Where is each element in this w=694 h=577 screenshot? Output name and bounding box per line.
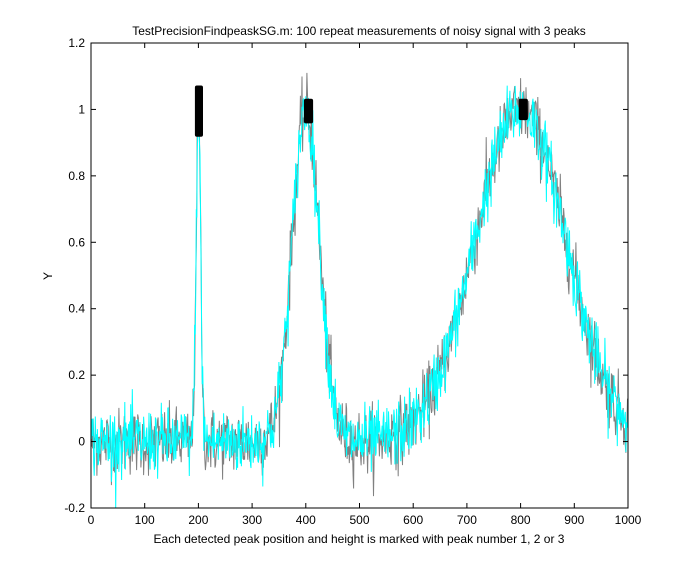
- peak-marker-label-2: 2: [305, 104, 312, 118]
- y-tick-label: 0.8: [68, 169, 85, 183]
- y-tick-label: 0: [78, 435, 85, 449]
- plot-lines: [91, 72, 629, 509]
- y-tick-label: 0.4: [68, 302, 85, 316]
- x-tick-label: 900: [564, 513, 584, 527]
- peak-marker-cluster-1: [194, 85, 203, 137]
- x-tick-label: 500: [349, 513, 369, 527]
- x-tick-label: 200: [188, 513, 208, 527]
- y-axis-label: Y: [41, 272, 55, 280]
- x-tick-label: 600: [403, 513, 423, 527]
- y-tick-label: -0.2: [64, 501, 85, 515]
- x-tick-label: 1000: [615, 513, 642, 527]
- peak-marker-cluster-3: [518, 98, 528, 121]
- peak-marker-cluster-2: [303, 98, 314, 124]
- x-tick-label: 300: [242, 513, 262, 527]
- x-tick-label: 400: [296, 513, 316, 527]
- y-tick-label: 0.2: [68, 368, 85, 382]
- x-tick-label: 800: [511, 513, 531, 527]
- y-tick-label: 1.2: [68, 36, 85, 50]
- x-axis-label: Each detected peak position and height i…: [154, 532, 565, 546]
- y-tick-label: 0.6: [68, 235, 85, 249]
- chart-title: TestPrecisionFindpeaskSG.m: 100 repeat m…: [132, 24, 586, 38]
- y-tick-label: 1: [78, 102, 85, 116]
- x-tick-label: 100: [135, 513, 155, 527]
- x-tick-label: 700: [457, 513, 477, 527]
- peak-marker-label-3: 3: [520, 102, 527, 116]
- axis-ticks: 0 100 200 300 400 500 600 700 800 900 1000-0.200.2…: [64, 36, 641, 527]
- x-tick-label: 0: [88, 513, 95, 527]
- peak-markers: 1 2 3: [194, 85, 528, 137]
- peak-marker-label-1: 1: [196, 104, 203, 118]
- series-line-2: [91, 85, 629, 509]
